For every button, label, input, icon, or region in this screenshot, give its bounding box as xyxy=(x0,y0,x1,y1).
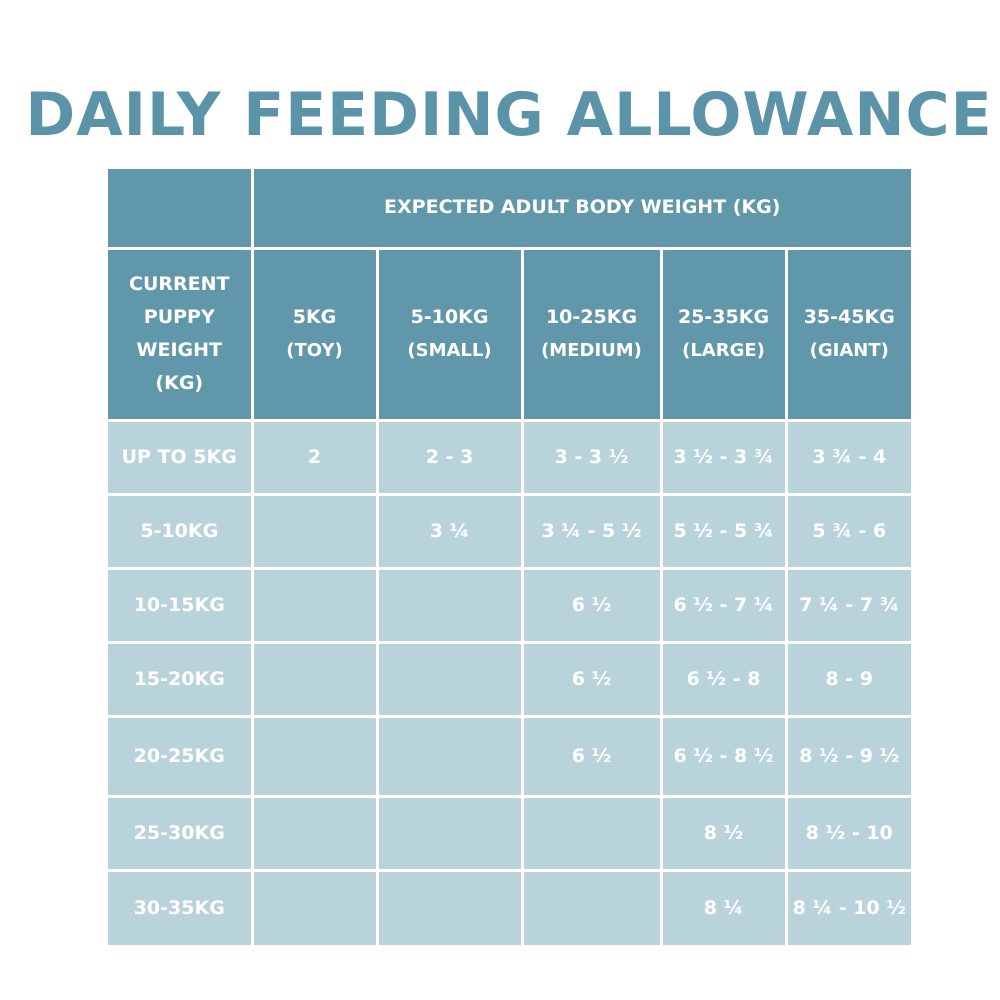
column-size: (SMALL) xyxy=(407,340,492,361)
table-cell xyxy=(250,492,379,570)
feeding-table: EXPECTED ADULT BODY WEIGHT (KG) CURRENT … xyxy=(108,169,911,945)
column-weight: 5-10KG xyxy=(410,306,489,328)
table-cell xyxy=(375,714,524,798)
table-cell: 3 ¼ xyxy=(375,492,524,570)
column-header-medium: 10-25KG (MEDIUM) xyxy=(520,246,663,422)
table-cell xyxy=(250,868,379,945)
table-cell xyxy=(375,566,524,644)
table-cell xyxy=(250,714,379,798)
table-cell xyxy=(375,794,524,872)
column-weight: 35-45KG xyxy=(803,306,895,328)
column-header-large: 25-35KG (LARGE) xyxy=(659,246,788,422)
table-cell xyxy=(375,640,524,718)
table-cell xyxy=(250,640,379,718)
row-label: 20-25KG xyxy=(108,714,254,798)
table-row: 25-30KG 8 ½ 8 ½ - 10 xyxy=(108,794,911,872)
table-cell: 8 - 9 xyxy=(784,640,911,718)
table-cell: 3 ¼ - 5 ½ xyxy=(520,492,663,570)
table-cell: 6 ½ xyxy=(520,714,663,798)
table-cell: 6 ½ xyxy=(520,566,663,644)
row-label: 30-35KG xyxy=(108,868,254,945)
table-cell: 6 ½ - 7 ¼ xyxy=(659,566,788,644)
header-row-top: EXPECTED ADULT BODY WEIGHT (KG) xyxy=(108,169,911,250)
row-label: UP TO 5KG xyxy=(108,418,254,496)
table-cell: 2 - 3 xyxy=(375,418,524,496)
current-weight-header-text: CURRENT PUPPY WEIGHT (KG) xyxy=(129,273,230,394)
table-cell: 6 ½ - 8 xyxy=(659,640,788,718)
column-header-giant: 35-45KG (GIANT) xyxy=(784,246,911,422)
table-cell: 3 ½ - 3 ¾ xyxy=(659,418,788,496)
column-size: (TOY) xyxy=(286,340,343,361)
page-title: DAILY FEEDING ALLOWANCE xyxy=(25,80,993,150)
column-size: (MEDIUM) xyxy=(541,340,642,361)
row-label: 5-10KG xyxy=(108,492,254,570)
table-cell xyxy=(250,794,379,872)
table-cell: 8 ½ xyxy=(659,794,788,872)
table-row: 5-10KG 3 ¼ 3 ¼ - 5 ½ 5 ½ - 5 ¾ 5 ¾ - 6 xyxy=(108,492,911,570)
table-cell xyxy=(250,566,379,644)
table-cell: 7 ¼ - 7 ¾ xyxy=(784,566,911,644)
table-cell xyxy=(520,794,663,872)
table-cell: 6 ½ - 8 ½ xyxy=(659,714,788,798)
table-cell: 5 ½ - 5 ¾ xyxy=(659,492,788,570)
row-label: 25-30KG xyxy=(108,794,254,872)
row-label: 10-15KG xyxy=(108,566,254,644)
expected-weight-header: EXPECTED ADULT BODY WEIGHT (KG) xyxy=(250,169,911,250)
table-row: UP TO 5KG 2 2 - 3 3 - 3 ½ 3 ½ - 3 ¾ 3 ¾ … xyxy=(108,418,911,496)
column-size: (LARGE) xyxy=(682,340,765,361)
table-cell: 6 ½ xyxy=(520,640,663,718)
row-label: 15-20KG xyxy=(108,640,254,718)
table-cell: 8 ½ - 9 ½ xyxy=(784,714,911,798)
current-weight-header: CURRENT PUPPY WEIGHT (KG) xyxy=(108,246,254,422)
column-weight: 5KG xyxy=(292,306,337,328)
corner-cell xyxy=(108,169,254,250)
column-weight: 10-25KG xyxy=(545,306,638,328)
table-cell: 8 ¼ xyxy=(659,868,788,945)
table-cell xyxy=(520,868,663,945)
header-row-columns: CURRENT PUPPY WEIGHT (KG) 5KG (TOY) 5-10… xyxy=(108,246,911,422)
table-row: 10-15KG 6 ½ 6 ½ - 7 ¼ 7 ¼ - 7 ¾ xyxy=(108,566,911,644)
table-cell: 8 ½ - 10 xyxy=(784,794,911,872)
table-cell: 5 ¾ - 6 xyxy=(784,492,911,570)
column-size: (GIANT) xyxy=(809,340,889,361)
table-row: 30-35KG 8 ¼ 8 ¼ - 10 ½ xyxy=(108,868,911,945)
column-weight: 25-35KG xyxy=(677,306,770,328)
table-row: 20-25KG 6 ½ 6 ½ - 8 ½ 8 ½ - 9 ½ xyxy=(108,714,911,798)
table-row: 15-20KG 6 ½ 6 ½ - 8 8 - 9 xyxy=(108,640,911,718)
column-header-small: 5-10KG (SMALL) xyxy=(375,246,524,422)
table-cell: 3 - 3 ½ xyxy=(520,418,663,496)
table-cell: 8 ¼ - 10 ½ xyxy=(784,868,911,945)
table-cell xyxy=(375,868,524,945)
column-header-toy: 5KG (TOY) xyxy=(250,246,379,422)
table-cell: 3 ¾ - 4 xyxy=(784,418,911,496)
table-cell: 2 xyxy=(250,418,379,496)
